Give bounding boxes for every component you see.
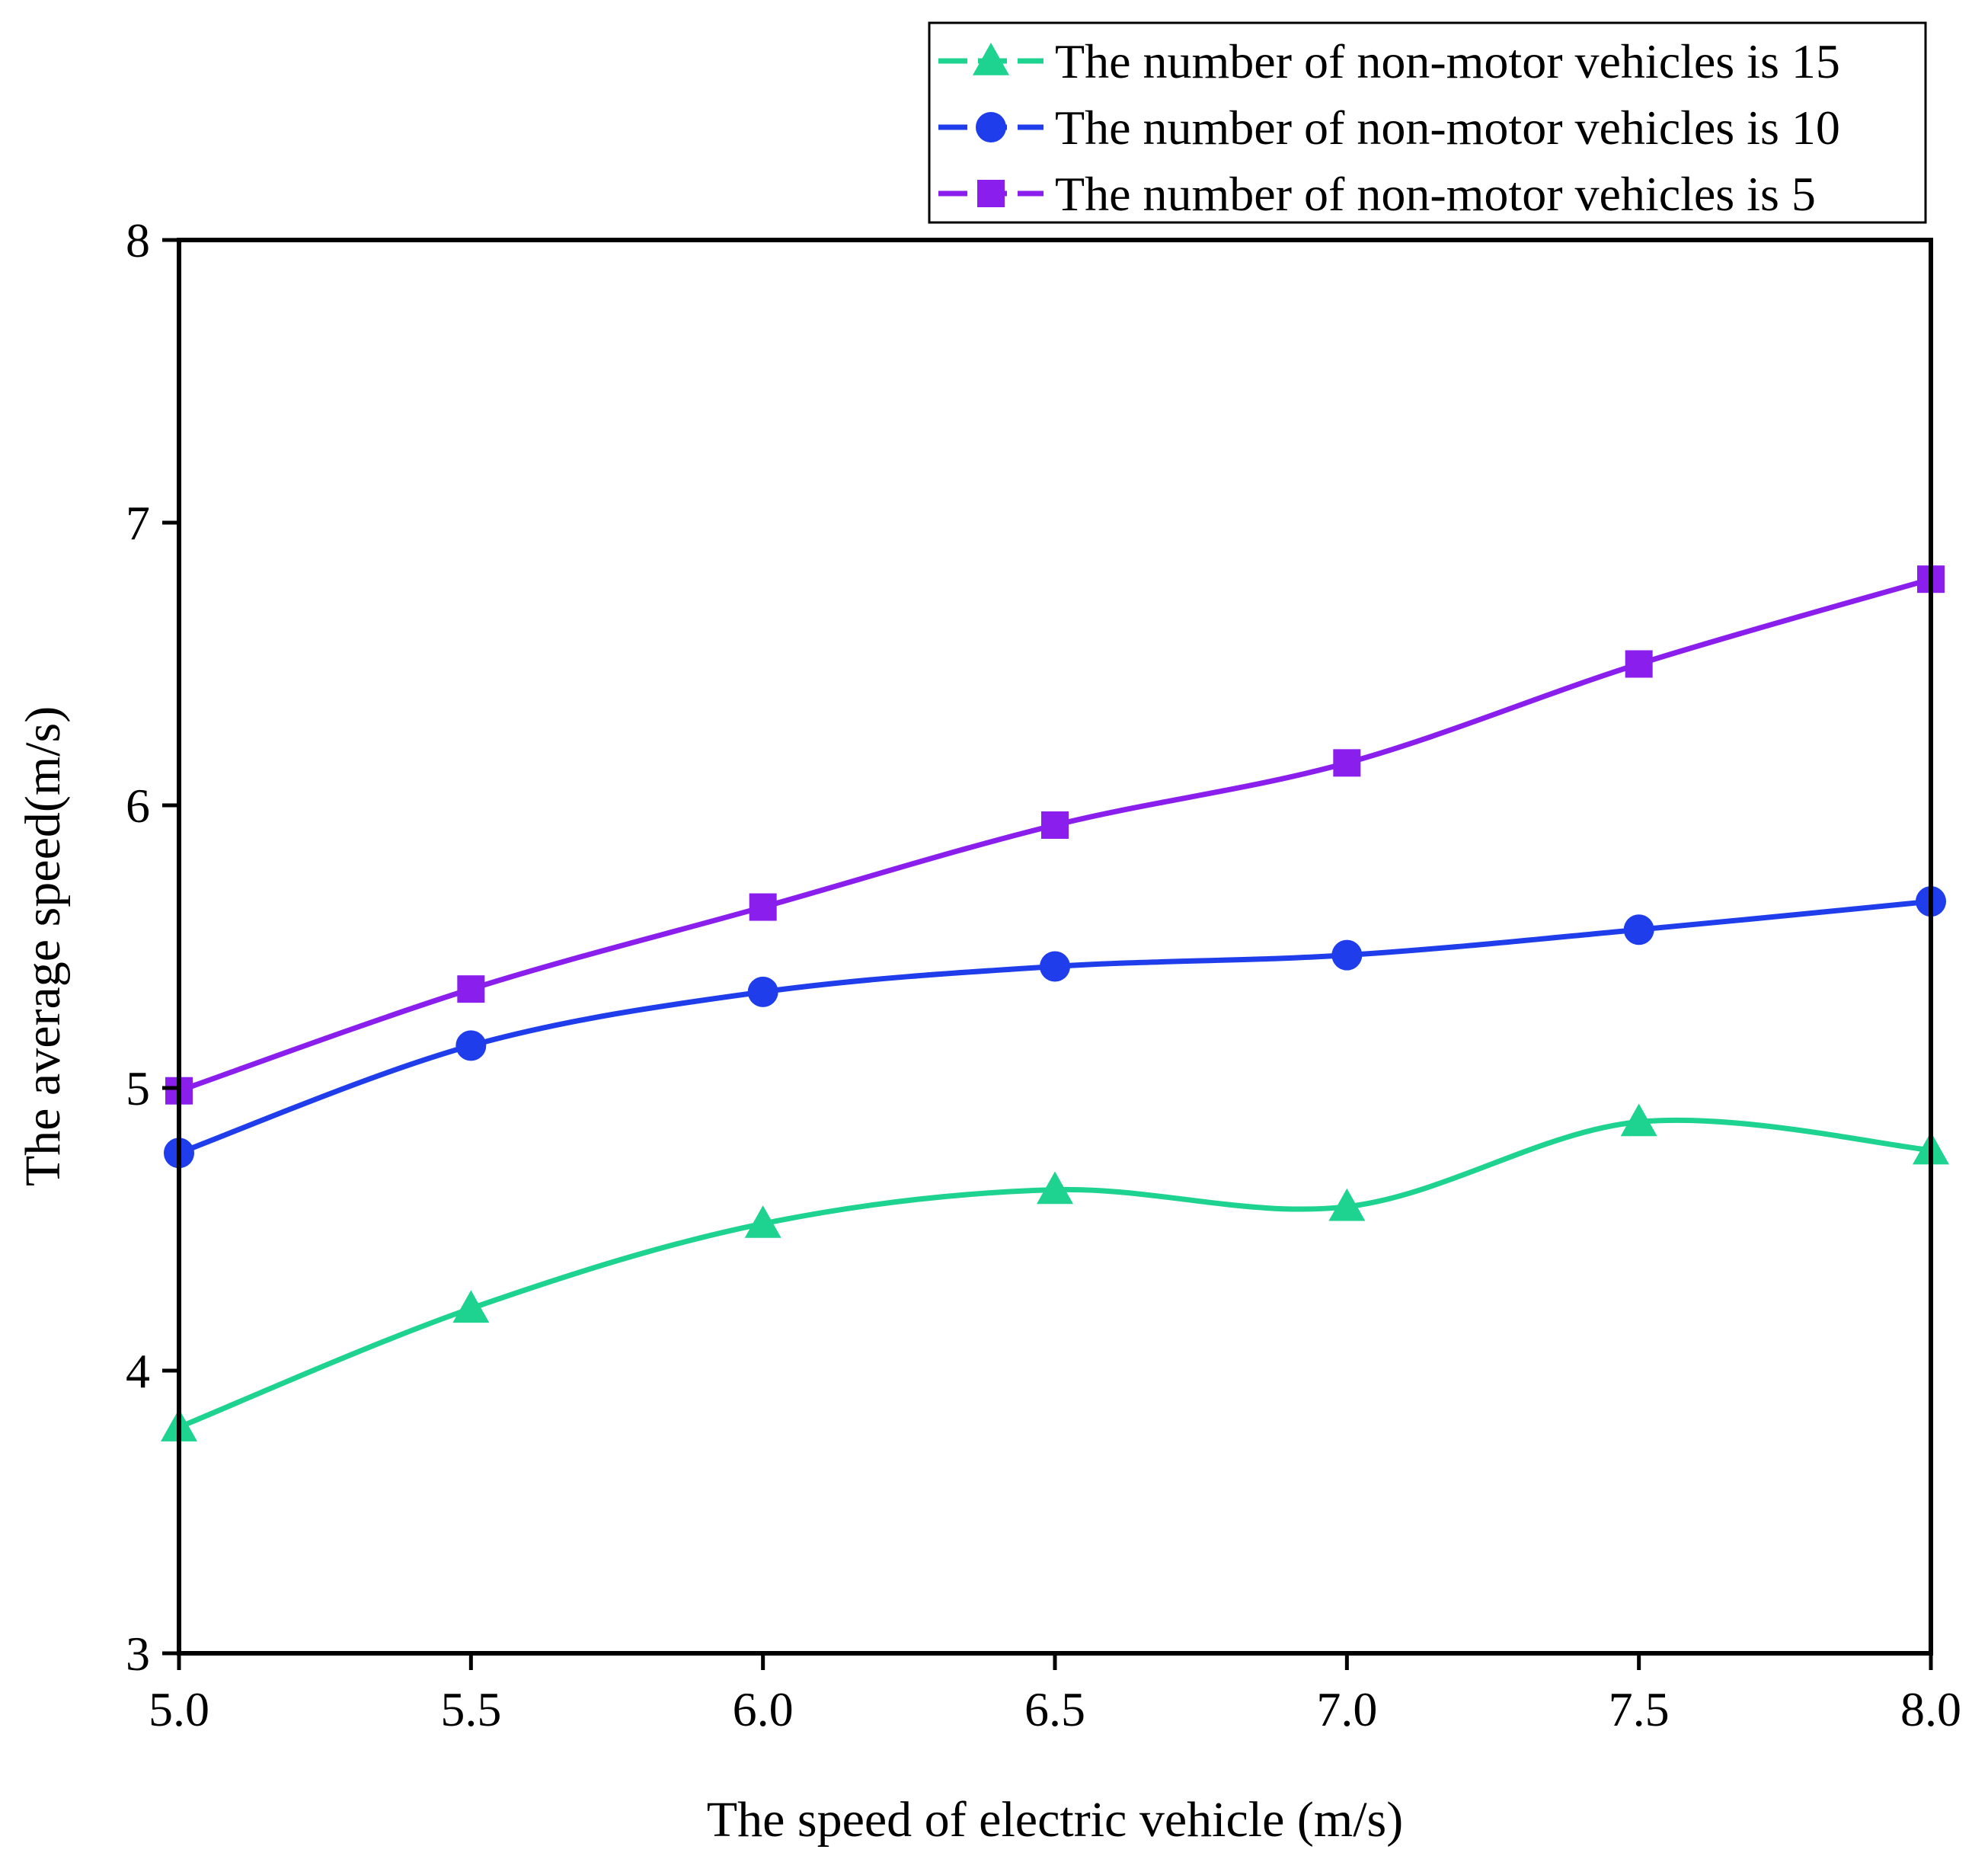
y-tick-label: 6 [126, 779, 150, 833]
series-circle [164, 886, 1946, 1169]
y-axis-title: The average speed(m/s) [15, 706, 71, 1186]
data-point-triangle [1328, 1188, 1366, 1221]
legend-marker-circle [976, 112, 1006, 142]
legend-label-10: The number of non-motor vehicles is 10 [1055, 101, 1840, 155]
legend-label-15: The number of non-motor vehicles is 15 [1055, 34, 1840, 88]
legend-marker-triangle [973, 43, 1009, 75]
legend-label-5: The number of non-motor vehicles is 5 [1055, 167, 1816, 221]
x-tick-label: 8.0 [1900, 1682, 1961, 1736]
legend-marker-square [977, 180, 1005, 207]
series-line [176, 1117, 1934, 1430]
legend-swatch-square [938, 180, 1044, 207]
x-tick-label: 5.5 [440, 1682, 501, 1736]
x-tick-label: 7.0 [1316, 1682, 1377, 1736]
data-point-circle [1040, 951, 1070, 982]
data-point-square [749, 893, 777, 921]
series-layer [161, 565, 1949, 1441]
x-tick-label: 7.5 [1609, 1682, 1670, 1736]
data-point-square [1333, 749, 1361, 777]
y-tick-label: 3 [126, 1627, 150, 1681]
legend-swatch-circle [938, 112, 1044, 142]
data-point-square [1041, 811, 1069, 839]
legend-box [928, 21, 1927, 224]
series-square [165, 565, 1945, 1105]
data-point-square [1625, 650, 1653, 678]
y-tick-label: 4 [126, 1344, 150, 1398]
data-point-circle [1331, 939, 1363, 971]
legend: The number of non-motor vehicles is 15 T… [928, 21, 1927, 224]
data-point-circle [747, 976, 778, 1007]
data-point-triangle [1037, 1171, 1073, 1205]
legend-swatch-triangle [938, 43, 1044, 75]
y-tick-label: 7 [126, 496, 150, 550]
series-line [176, 898, 1934, 1156]
data-point-triangle [452, 1290, 490, 1323]
x-tick-label: 6.5 [1024, 1682, 1085, 1736]
x-tick-label: 5.0 [149, 1682, 209, 1736]
data-point-circle [1623, 914, 1654, 945]
data-point-square [457, 975, 485, 1003]
y-tick-label: 8 [126, 213, 150, 267]
data-point-triangle [1620, 1103, 1657, 1137]
legend-entry-15: The number of non-motor vehicles is 15 [938, 34, 1840, 88]
x-tick-label: 6.0 [733, 1682, 794, 1736]
series-triangle [161, 1103, 1949, 1441]
x-axis-title: The speed of electric vehicle (m/s) [707, 1792, 1403, 1848]
legend-entry-5: The number of non-motor vehicles is 5 [938, 167, 1816, 221]
data-point-triangle [744, 1205, 781, 1238]
axis-layer: 5.0 5.5 6.0 6.5 7.0 7.5 8.0 3 4 5 6 7 8 [126, 213, 1961, 1736]
y-tick-label: 5 [126, 1061, 150, 1115]
legend-entry-10: The number of non-motor vehicles is 10 [938, 101, 1840, 155]
plot-frame [177, 238, 1933, 1656]
data-point-circle [455, 1030, 487, 1061]
